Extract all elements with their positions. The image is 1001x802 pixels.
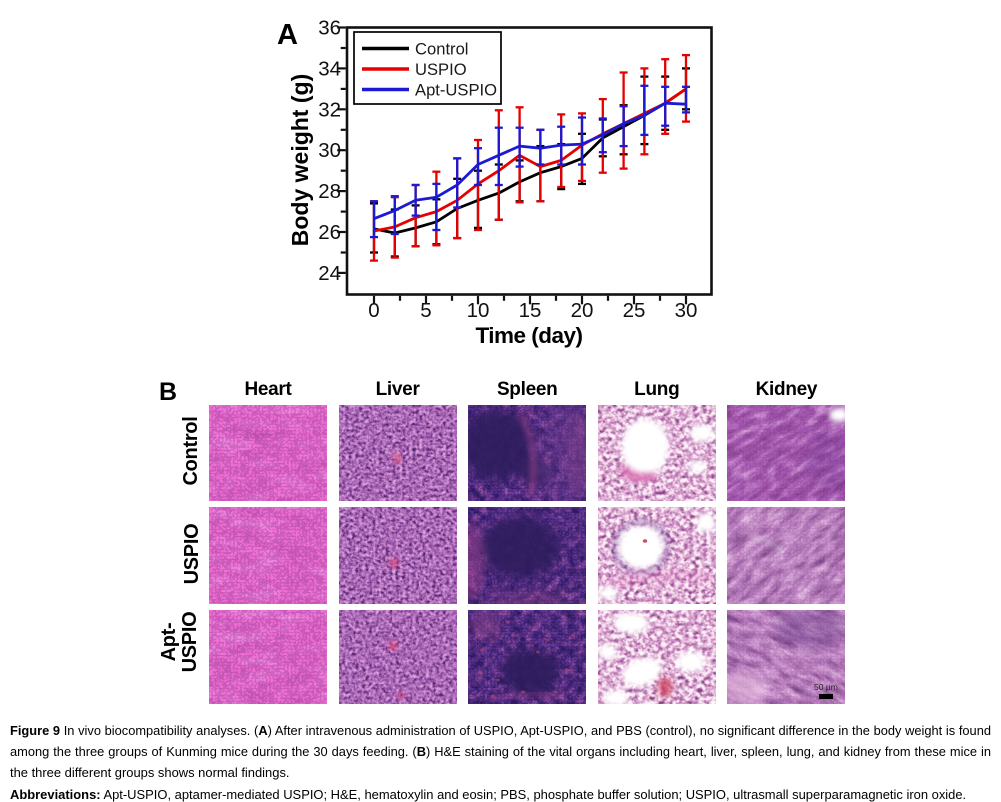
svg-text:Control: Control	[415, 40, 469, 59]
svg-text:5: 5	[420, 299, 431, 322]
svg-text:15: 15	[519, 299, 542, 322]
svg-text:28: 28	[318, 180, 341, 203]
svg-text:32: 32	[318, 98, 341, 121]
svg-text:26: 26	[318, 221, 341, 244]
svg-text:36: 36	[318, 17, 341, 40]
svg-text:USPIO: USPIO	[415, 60, 467, 79]
svg-text:Apt-USPIO: Apt-USPIO	[415, 81, 497, 100]
svg-text:Time (day): Time (day)	[475, 323, 582, 348]
svg-text:50 µm: 50 µm	[814, 682, 838, 692]
svg-text:0: 0	[368, 299, 379, 322]
svg-text:30: 30	[318, 139, 341, 162]
svg-text:Body weight (g): Body weight (g)	[287, 74, 313, 246]
svg-text:24: 24	[318, 262, 341, 285]
svg-text:25: 25	[623, 299, 646, 322]
svg-text:10: 10	[467, 299, 490, 322]
svg-text:30: 30	[675, 299, 698, 322]
svg-text:34: 34	[318, 57, 341, 80]
svg-text:20: 20	[571, 299, 594, 322]
